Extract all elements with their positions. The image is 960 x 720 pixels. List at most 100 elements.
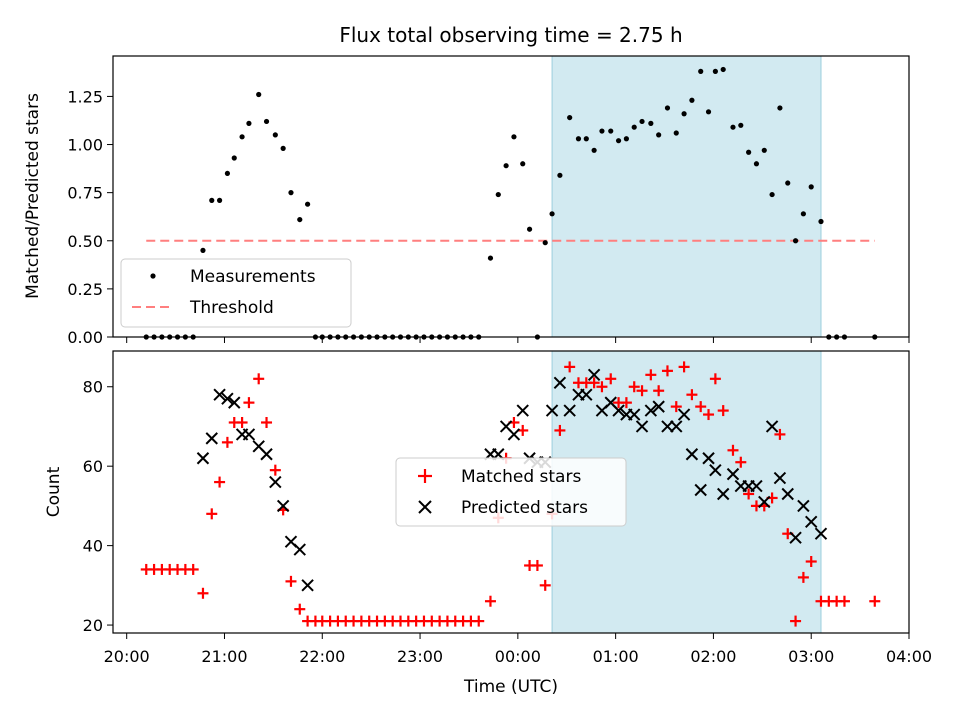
x-tick-label: 02:00 (690, 647, 736, 666)
predicted-star-point (580, 388, 593, 401)
predicted-star-point (242, 428, 256, 441)
top-panel: 0.00 0.25 0.50 0.75 1.00 1.25 Matched/Predict… (23, 55, 910, 347)
measurement-point (738, 122, 744, 128)
predicted-star-point (781, 487, 794, 501)
y-tick-label: 60 (83, 457, 103, 476)
top-axes-frame (112, 55, 910, 338)
y-tick-label: 40 (83, 537, 103, 556)
measurement-point (487, 255, 494, 261)
matched-star-point (717, 405, 729, 417)
predicted-star-point (805, 515, 818, 528)
matched-star-point (484, 595, 496, 607)
matched-star-point (214, 476, 226, 488)
matched-star-point (473, 615, 485, 627)
top-y-axis: 0.00 0.25 0.50 0.75 1.00 1.25 (67, 87, 113, 347)
x-tick-label: 00:00 (495, 647, 541, 666)
x-tick-label: 21:00 (201, 647, 247, 666)
measurement-point (200, 247, 206, 253)
measurement-point (209, 197, 215, 203)
matched-star-point (743, 488, 755, 500)
legend-matched-label: Matched stars (461, 467, 581, 487)
predicted-star-point (205, 432, 218, 445)
measurement-point (730, 124, 736, 130)
matched-star-point (243, 397, 255, 409)
matched-star-point (797, 571, 809, 583)
legend-predicted-label: Predicted stars (461, 498, 588, 518)
predicted-star-point (635, 420, 649, 433)
y-tick-label: 0.75 (67, 184, 103, 203)
predicted-star-point (507, 428, 521, 441)
measurement-point (288, 190, 294, 196)
measurement-point (503, 163, 509, 169)
y-tick-label: 1.25 (67, 87, 103, 106)
measurement-point (263, 118, 270, 125)
measurement-point (769, 191, 775, 198)
measurement-point (673, 130, 679, 136)
measurement-point (639, 118, 645, 125)
top-legend: Measurements Threshold (120, 258, 352, 328)
measurement-point (648, 120, 654, 126)
y-tick-label: 20 (83, 616, 103, 635)
y-tick-label: 0.25 (67, 280, 103, 299)
measurement-point (698, 68, 704, 74)
legend-measurements-label: Measurements (190, 267, 316, 287)
measurement-point (785, 180, 791, 186)
x-tick-label: 03:00 (788, 647, 834, 666)
matched-star-point (774, 428, 786, 440)
measurement-point (705, 109, 712, 115)
x-tick-label: 04:00 (886, 647, 932, 666)
matched-star-point (206, 508, 218, 520)
predicted-star-point (814, 527, 828, 540)
observing-window-span (551, 55, 822, 338)
measurement-point (712, 68, 718, 74)
matched-star-point (605, 373, 617, 385)
predicted-star-point (301, 579, 314, 592)
predicted-star-point (758, 495, 771, 509)
matched-star-point (727, 444, 739, 456)
measurement-point (664, 105, 671, 111)
matched-star-point (294, 603, 306, 615)
measurement-point (689, 97, 695, 103)
measurement-point (575, 136, 582, 142)
measurement-point (520, 161, 526, 167)
predicted-stars-legend-marker (418, 500, 432, 514)
predicted-star-point (716, 487, 730, 501)
matched-star-point (703, 409, 715, 421)
measurement-point (681, 111, 687, 117)
predicted-star-point (661, 420, 674, 433)
predicted-star-point (260, 448, 273, 461)
predicted-star-point (644, 404, 658, 417)
matched-star-point (554, 424, 566, 436)
measurement-point (631, 124, 637, 130)
matched-star-point (686, 389, 698, 401)
measurement-point (818, 218, 824, 225)
measurement-point (216, 197, 223, 203)
measurement-point (583, 136, 589, 142)
matched-star-point (709, 373, 721, 385)
matched-star-point (588, 377, 600, 389)
predicted-star-point (628, 408, 641, 421)
matched-star-point (695, 401, 707, 413)
top-y-axis-label: Matched/Predicted stars (23, 93, 43, 299)
matched-star-point (645, 369, 657, 381)
matched-star-point (197, 587, 209, 599)
chart-title: Flux total observing time = 2.75 h (339, 23, 682, 47)
measurement-point (567, 114, 573, 121)
matched-star-point (564, 361, 576, 373)
measurement-point (280, 145, 286, 151)
predicted-star-point (726, 467, 740, 481)
matched-star-point (531, 559, 543, 571)
predicted-star-point (652, 400, 665, 413)
bottom-y-axis-label: Count (44, 466, 64, 517)
top-x-axis (126, 337, 910, 343)
measurement-point (297, 216, 303, 223)
legend-threshold-label: Threshold (189, 298, 274, 318)
measurement-point (272, 132, 278, 138)
bottom-panel: 20 40 60 80 20:00 21:00 22:00 23:00 00:00 01:00 0… (44, 350, 932, 697)
matched-star-point (636, 385, 648, 397)
measurement-point (623, 136, 629, 142)
predicted-star-point (789, 531, 802, 544)
matched-star-point (735, 456, 747, 468)
matched-star-point (628, 381, 640, 393)
x-tick-label: 01:00 (593, 647, 639, 666)
